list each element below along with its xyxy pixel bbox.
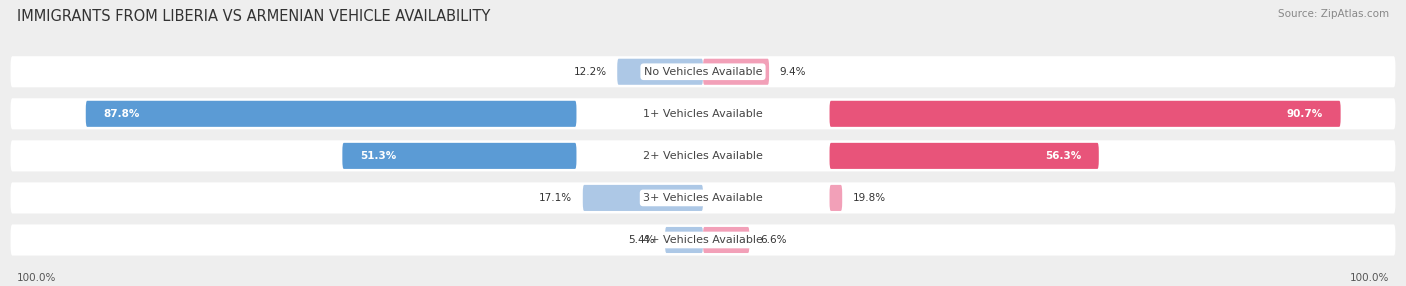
Text: Source: ZipAtlas.com: Source: ZipAtlas.com bbox=[1278, 9, 1389, 19]
Text: 56.3%: 56.3% bbox=[1045, 151, 1081, 161]
Text: 1+ Vehicles Available: 1+ Vehicles Available bbox=[643, 109, 763, 119]
Text: 90.7%: 90.7% bbox=[1286, 109, 1323, 119]
Text: 6.6%: 6.6% bbox=[759, 235, 786, 245]
FancyBboxPatch shape bbox=[830, 101, 1341, 127]
Text: 3+ Vehicles Available: 3+ Vehicles Available bbox=[643, 193, 763, 203]
FancyBboxPatch shape bbox=[830, 143, 1099, 169]
FancyBboxPatch shape bbox=[86, 101, 576, 127]
Text: 5.4%: 5.4% bbox=[628, 235, 654, 245]
FancyBboxPatch shape bbox=[10, 56, 1395, 87]
Text: 19.8%: 19.8% bbox=[852, 193, 886, 203]
Text: 12.2%: 12.2% bbox=[574, 67, 607, 77]
FancyBboxPatch shape bbox=[10, 225, 1395, 256]
Text: 51.3%: 51.3% bbox=[360, 151, 396, 161]
FancyBboxPatch shape bbox=[583, 185, 703, 211]
Text: 2+ Vehicles Available: 2+ Vehicles Available bbox=[643, 151, 763, 161]
FancyBboxPatch shape bbox=[10, 98, 1395, 129]
Text: 4+ Vehicles Available: 4+ Vehicles Available bbox=[643, 235, 763, 245]
FancyBboxPatch shape bbox=[665, 227, 703, 253]
Text: 87.8%: 87.8% bbox=[104, 109, 139, 119]
FancyBboxPatch shape bbox=[10, 182, 1395, 213]
FancyBboxPatch shape bbox=[703, 59, 769, 85]
Text: IMMIGRANTS FROM LIBERIA VS ARMENIAN VEHICLE AVAILABILITY: IMMIGRANTS FROM LIBERIA VS ARMENIAN VEHI… bbox=[17, 9, 491, 23]
FancyBboxPatch shape bbox=[10, 140, 1395, 171]
Text: 100.0%: 100.0% bbox=[17, 273, 56, 283]
FancyBboxPatch shape bbox=[617, 59, 703, 85]
Text: 100.0%: 100.0% bbox=[1350, 273, 1389, 283]
FancyBboxPatch shape bbox=[830, 185, 842, 211]
FancyBboxPatch shape bbox=[703, 227, 749, 253]
Text: 9.4%: 9.4% bbox=[779, 67, 806, 77]
Text: No Vehicles Available: No Vehicles Available bbox=[644, 67, 762, 77]
Text: 17.1%: 17.1% bbox=[538, 193, 572, 203]
FancyBboxPatch shape bbox=[343, 143, 576, 169]
